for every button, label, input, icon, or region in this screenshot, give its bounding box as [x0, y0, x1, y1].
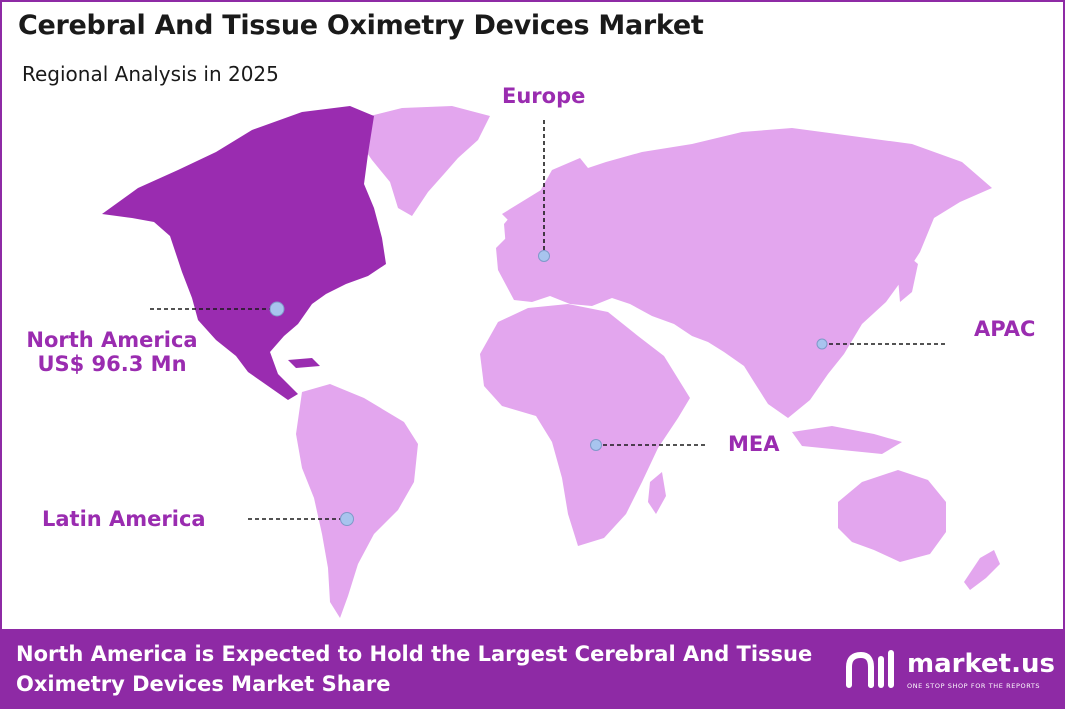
north-america-shape — [102, 106, 386, 400]
apac-label: APAC — [974, 317, 1036, 341]
europe-marker — [538, 250, 550, 262]
south-america-shape — [296, 384, 418, 618]
brand-tagline: ONE STOP SHOP FOR THE REPORTS — [907, 682, 1041, 690]
africa-shape — [480, 304, 690, 546]
footer-statement: North America is Expected to Hold the La… — [16, 642, 813, 696]
caribbean-shape — [288, 358, 320, 368]
north-america-label: North America US$ 96.3 Mn — [12, 328, 212, 376]
page-subtitle: Regional Analysis in 2025 — [22, 62, 279, 86]
world-map — [102, 106, 1000, 618]
indonesia-shape — [792, 426, 902, 454]
brand-name: market.us — [907, 649, 1055, 679]
mea-label: MEA — [728, 432, 780, 456]
eurasia-shape — [496, 128, 992, 418]
mea-marker — [590, 439, 602, 451]
north-america-name: North America — [26, 328, 198, 352]
footer-banner: North America is Expected to Hold the La… — [2, 629, 1063, 707]
page-title: Cerebral And Tissue Oximetry Devices Mar… — [18, 10, 704, 41]
europe-label: Europe — [502, 84, 586, 108]
north-america-value: US$ 96.3 Mn — [37, 352, 187, 376]
new-zealand-shape — [964, 550, 1000, 590]
australia-shape — [838, 470, 946, 562]
uk-shape — [504, 210, 522, 248]
latin-america-label: Latin America — [42, 507, 206, 531]
japan-shape — [898, 254, 918, 302]
apac-marker — [816, 338, 828, 350]
greenland-shape — [354, 106, 490, 216]
madagascar-shape — [648, 472, 666, 514]
north-america-marker — [269, 301, 285, 317]
market-us-logo-icon — [846, 650, 894, 688]
latin-america-marker — [340, 512, 354, 526]
brand-logo: market.us ONE STOP SHOP FOR THE REPORTS — [845, 647, 1055, 697]
scandinavia-shape — [534, 158, 596, 220]
